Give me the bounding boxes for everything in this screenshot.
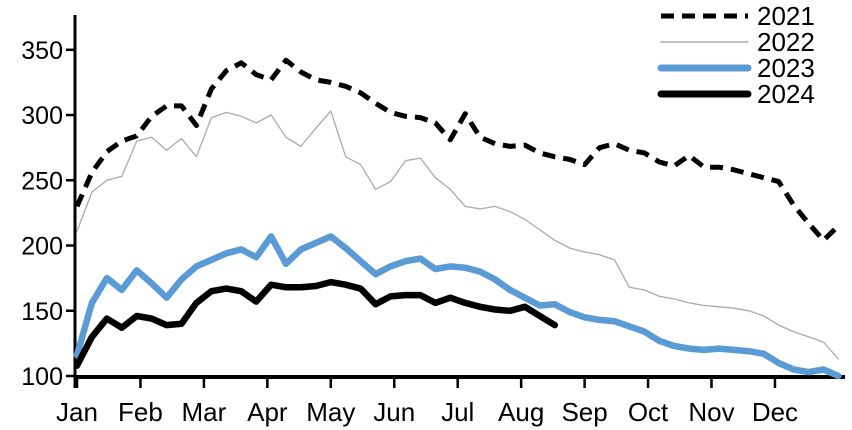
x-tick-label-jan: Jan [56, 397, 98, 427]
series-line-2024 [73, 278, 559, 369]
y-tick-label: 250 [21, 167, 63, 195]
x-tick-label-nov: Nov [688, 397, 734, 427]
x-axis: Jan Feb Mar Apr May Jun Jul Aug Sep Oct Nov Dec [56, 375, 845, 427]
x-tick-label-feb: Feb [118, 397, 163, 427]
y-tick-label: 150 [21, 298, 63, 326]
x-tick-label-sep: Sep [561, 397, 607, 427]
legend-label-2021: 2021 [757, 1, 815, 31]
y-tick-label: 350 [21, 37, 63, 65]
x-tick-label-apr: Apr [247, 397, 288, 427]
x-tick-label-dec: Dec [752, 397, 798, 427]
y-tick-label: 100 [21, 363, 63, 391]
series-line-2021 [74, 57, 841, 243]
series-line-2023 [73, 233, 842, 380]
y-tick-label: 200 [21, 233, 63, 261]
x-tick-label-may: May [306, 397, 355, 427]
legend-label-2024: 2024 [757, 79, 815, 109]
y-tick-label: 300 [21, 102, 63, 130]
legend-label-2023: 2023 [757, 53, 815, 83]
x-tick-label-mar: Mar [182, 397, 227, 427]
x-tick-label-jun: Jun [373, 397, 415, 427]
series-line-2022 [76, 110, 840, 360]
x-tick-label-jul: Jul [441, 397, 474, 427]
x-tick-label-oct: Oct [628, 397, 669, 427]
y-axis: 100 150 200 250 300 350 [21, 15, 77, 391]
series-lines [73, 57, 842, 380]
x-tick-label-aug: Aug [498, 397, 544, 427]
legend-label-2022: 2022 [757, 27, 815, 57]
